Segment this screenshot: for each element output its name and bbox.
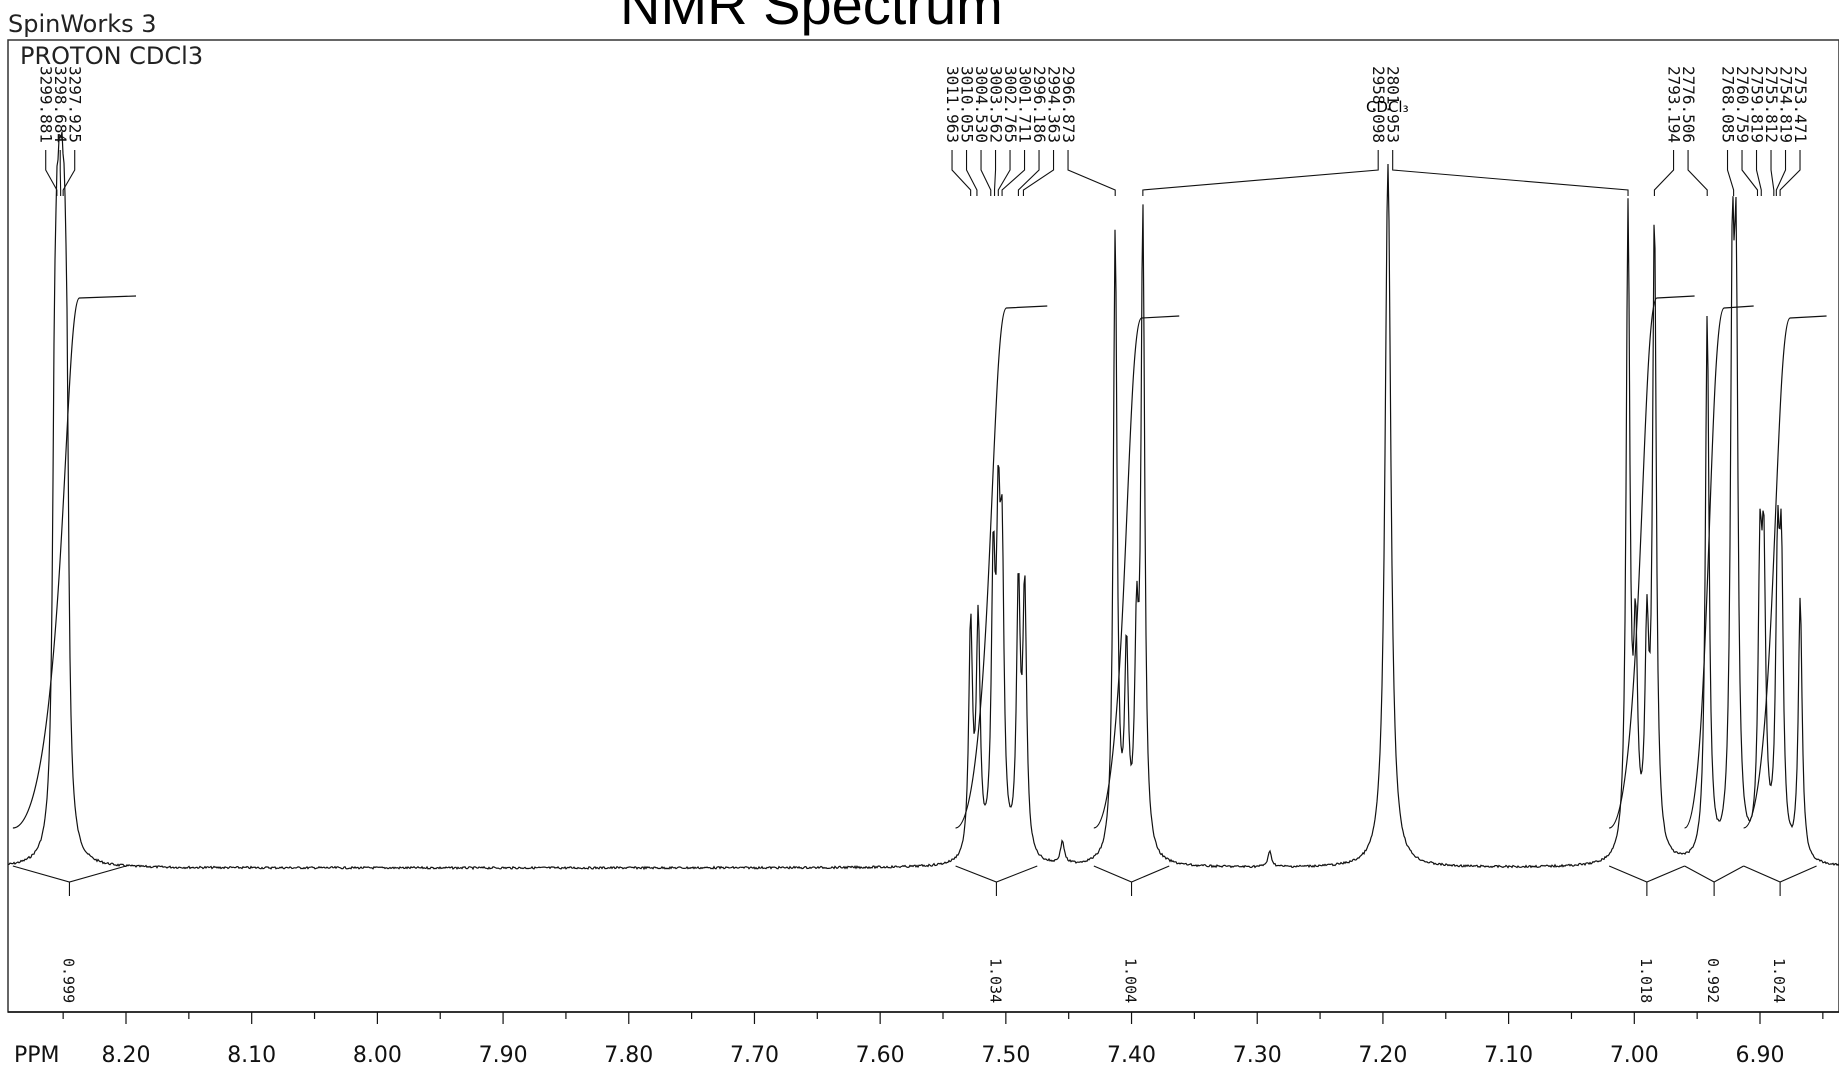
peak-label: 3298.684 (51, 66, 70, 143)
peak-label-connector (1741, 150, 1759, 196)
peak-label-connector (1779, 150, 1801, 196)
peak-label: 2759.819 (1748, 66, 1767, 143)
spectrum-trace (8, 131, 1839, 871)
peak-label: 2793.194 (1665, 66, 1684, 143)
peak-label-connector (1755, 150, 1762, 196)
peak-label-connector (1022, 150, 1055, 196)
integral-value: 0.999 (59, 958, 77, 1003)
integral-bracket (1743, 865, 1817, 883)
peak-label-connector (62, 150, 76, 196)
integral-bracket (12, 865, 127, 883)
integral-value: 1.024 (1770, 958, 1788, 1003)
peak-label-connector (951, 150, 972, 196)
peak-label-connector (1726, 150, 1735, 196)
peak-label: 3001.711 (1016, 66, 1035, 143)
peak-label-connector (1067, 150, 1116, 196)
experiment-label: PROTON CDCl3 (20, 42, 204, 70)
peak-label: 3299.881 (37, 66, 56, 143)
peak-label: 2966.873 (1059, 66, 1078, 143)
peak-label: 3003.562 (987, 66, 1006, 143)
peak-label-connector (1392, 150, 1629, 196)
x-tick-label: 7.70 (730, 1043, 779, 1066)
peak-label: 2776.506 (1679, 66, 1698, 143)
peak-label-connector (997, 150, 1011, 196)
spectrum-layer: CDCl₃ (8, 98, 1839, 871)
peak-label: 2754.819 (1777, 66, 1796, 143)
x-tick-label: 8.00 (353, 1043, 402, 1066)
integral-curve (1684, 305, 1754, 829)
peak-label: 2801.953 (1384, 66, 1403, 143)
integral-bracket (1093, 865, 1170, 883)
peak-label: 3297.925 (66, 66, 85, 143)
peak-label: 2755.812 (1762, 66, 1781, 143)
peak-label: 3002.765 (1001, 66, 1020, 143)
peak-label-connector (1770, 150, 1775, 196)
peak-label: 3010.055 (958, 66, 977, 143)
x-tick-label: 7.60 (856, 1043, 905, 1066)
peak-label-connector (980, 150, 992, 196)
x-tick-label: 7.90 (479, 1043, 528, 1066)
peak-label-connector (1142, 150, 1379, 196)
integral-bracket (1684, 865, 1744, 883)
solvent-peak-label: CDCl₃ (1366, 98, 1409, 116)
x-tick-label: 7.20 (1358, 1043, 1407, 1066)
peak-label: 3011.963 (943, 66, 962, 143)
x-tick-label: 8.10 (227, 1043, 276, 1066)
app-name-label: SpinWorks 3 (8, 10, 157, 38)
integral-value: 1.004 (1122, 958, 1140, 1003)
peak-label: 2753.471 (1791, 66, 1810, 143)
x-tick-label: 7.10 (1484, 1043, 1533, 1066)
x-tick-label: 7.80 (604, 1043, 653, 1066)
peak-label: 2994.363 (1045, 66, 1064, 143)
peak-label-connector (1653, 150, 1675, 196)
x-tick-label: 6.90 (1736, 1043, 1785, 1066)
integral-value: 0.992 (1704, 958, 1722, 1003)
integral-bracket (955, 865, 1038, 883)
integral-value: 1.018 (1637, 958, 1655, 1003)
peak-label: 2958.098 (1369, 66, 1388, 143)
integral-curve (1608, 295, 1695, 829)
peak-label-connector (1775, 150, 1787, 196)
x-tick-label: 7.40 (1107, 1043, 1156, 1066)
integral-layer: 0.999 1.034 1.004 1.018 0.992 1.024 (12, 295, 1827, 1003)
x-tick-label: 7.50 (981, 1043, 1030, 1066)
x-tick-label: 7.00 (1610, 1043, 1659, 1066)
peak-label: 3004.530 (972, 66, 991, 143)
peak-label-connector (45, 150, 58, 196)
integral-curve (1093, 315, 1180, 829)
peak-label-connector (1687, 150, 1708, 196)
integral-curve (955, 305, 1048, 829)
x-tick-label: 7.30 (1233, 1043, 1282, 1066)
peak-label: 2768.085 (1719, 66, 1738, 143)
peak-label: 2996.186 (1030, 66, 1049, 143)
integral-value: 1.034 (986, 958, 1004, 1003)
peak-label-connector (993, 150, 997, 196)
x-axis: 8.20 8.10 8.00 7.90 7.80 7.70 7.60 7.50 7.40 7.30… (8, 1011, 1839, 1066)
peak-label-connector (965, 150, 978, 196)
x-tick-label: 8.20 (102, 1043, 151, 1066)
x-axis-label: PPM (14, 1043, 60, 1066)
peak-label-connector (1017, 150, 1040, 196)
peak-label: 2760.759 (1733, 66, 1752, 143)
integral-curve (12, 295, 137, 829)
integral-curve (1743, 315, 1827, 829)
chart-title: NMR Spectrum (620, 0, 1003, 36)
peak-label-connector (1001, 150, 1026, 196)
integral-bracket (1608, 865, 1685, 883)
